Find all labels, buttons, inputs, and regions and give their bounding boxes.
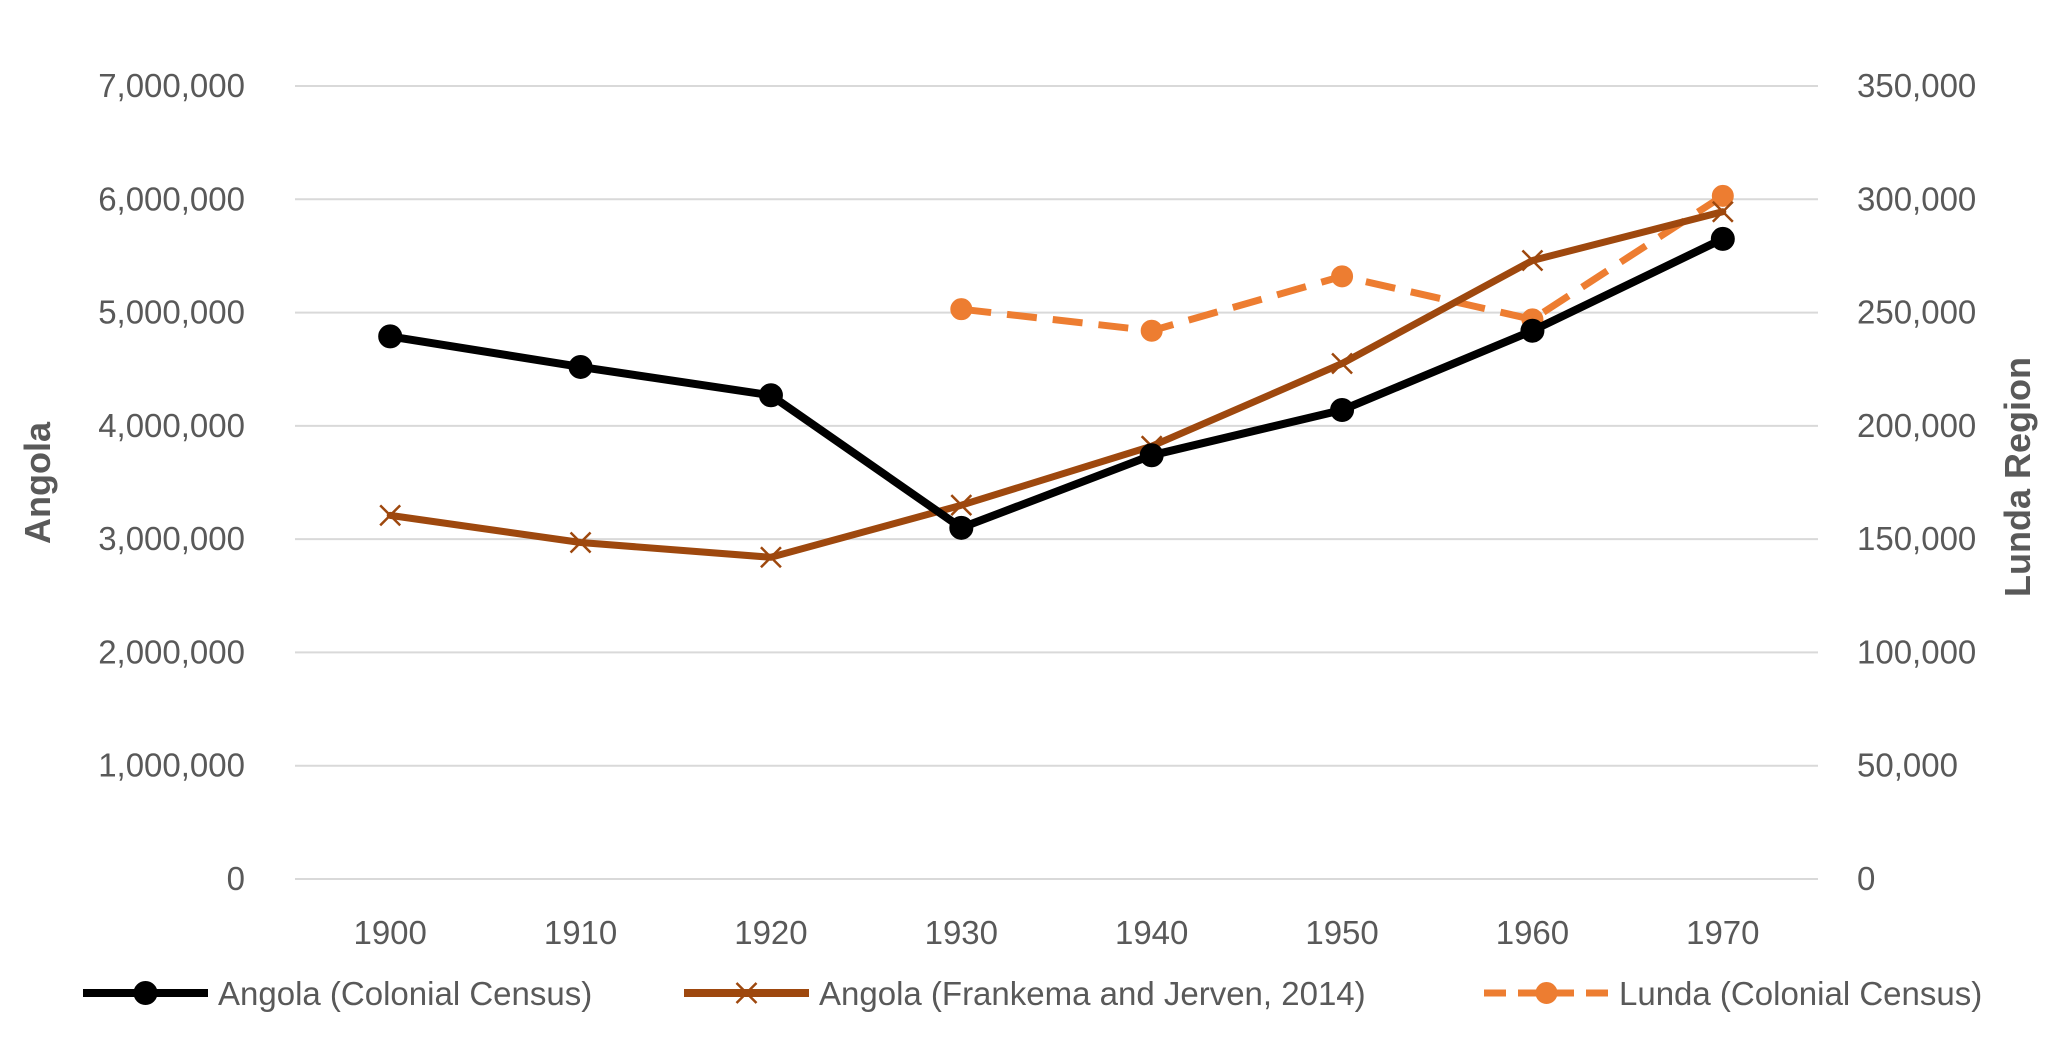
legend-item-angola-frankema-and-jerven-2014: Angola (Frankema and Jerven, 2014) bbox=[684, 975, 1366, 1012]
data-point bbox=[379, 504, 402, 527]
data-point bbox=[1710, 226, 1735, 251]
series-lunda-colonial-census bbox=[950, 184, 1734, 342]
series-line bbox=[386, 234, 1727, 532]
series-line bbox=[386, 208, 1727, 561]
left-tick-label: 5,000,000 bbox=[98, 294, 245, 331]
data-point bbox=[1331, 265, 1354, 288]
legend-item-lunda-colonial-census: Lunda (Colonial Census) bbox=[1484, 975, 1982, 1012]
series-angola-colonial-census bbox=[378, 226, 1735, 540]
x-tick-label: 1920 bbox=[734, 914, 807, 951]
x-axis-ticks: 1900 1910 1920 1930 1940 1950 1960 1970 bbox=[353, 914, 1759, 951]
left-tick-label: 4,000,000 bbox=[98, 407, 245, 444]
left-tick-label: 0 bbox=[227, 860, 245, 897]
data-point bbox=[1330, 397, 1355, 422]
right-axis-ticks: 0 50,000 100,000 150,000 200,000 250,000 300,0… bbox=[1857, 67, 1976, 897]
right-tick-label: 250,000 bbox=[1857, 294, 1976, 331]
left-tick-label: 2,000,000 bbox=[98, 633, 245, 670]
left-tick-label: 3,000,000 bbox=[98, 520, 245, 557]
right-tick-label: 300,000 bbox=[1857, 180, 1976, 217]
data-point bbox=[1711, 184, 1734, 207]
series-layer bbox=[378, 184, 1735, 569]
data-point bbox=[1331, 352, 1353, 375]
data-point bbox=[950, 298, 973, 321]
data-point bbox=[760, 546, 782, 569]
data-point bbox=[378, 324, 403, 349]
data-point bbox=[1520, 318, 1545, 343]
legend-label: Angola (Colonial Census) bbox=[218, 975, 592, 1012]
legend: Angola (Colonial Census) Angola (Frankema… bbox=[83, 975, 1982, 1012]
x-tick-label: 1970 bbox=[1686, 914, 1759, 951]
x-tick-label: 1930 bbox=[925, 914, 998, 951]
data-point bbox=[758, 383, 783, 408]
x-tick-label: 1910 bbox=[544, 914, 617, 951]
data-point bbox=[1139, 443, 1164, 468]
series-angola-frankema-and-jerven-2014 bbox=[379, 200, 1734, 569]
left-axis-ticks: 0 1,000,000 2,000,000 3,000,000 4,000,000 5,0… bbox=[98, 67, 245, 897]
right-axis-title: Lunda Region bbox=[1997, 357, 2038, 597]
left-tick-label: 1,000,000 bbox=[98, 747, 245, 784]
x-tick-label: 1940 bbox=[1115, 914, 1188, 951]
x-tick-label: 1960 bbox=[1496, 914, 1569, 951]
left-axis-title: Angola bbox=[17, 421, 58, 544]
left-tick-label: 6,000,000 bbox=[98, 180, 245, 217]
x-tick-label: 1900 bbox=[353, 914, 426, 951]
data-point bbox=[569, 531, 592, 554]
legend-label: Angola (Frankema and Jerven, 2014) bbox=[819, 975, 1366, 1012]
right-tick-label: 50,000 bbox=[1857, 747, 1958, 784]
data-point bbox=[1140, 319, 1163, 342]
right-tick-label: 200,000 bbox=[1857, 407, 1976, 444]
x-tick-label: 1950 bbox=[1305, 914, 1378, 951]
data-point bbox=[568, 354, 593, 379]
legend-label: Lunda (Colonial Census) bbox=[1619, 975, 1982, 1012]
left-tick-label: 7,000,000 bbox=[98, 67, 245, 104]
data-point bbox=[949, 515, 974, 540]
right-tick-label: 150,000 bbox=[1857, 520, 1976, 557]
right-tick-label: 0 bbox=[1857, 860, 1875, 897]
legend-marker bbox=[735, 982, 758, 1004]
right-tick-label: 350,000 bbox=[1857, 67, 1976, 104]
data-point bbox=[1521, 249, 1544, 272]
series-line bbox=[960, 192, 1725, 335]
data-point bbox=[950, 494, 973, 517]
legend-marker bbox=[133, 981, 158, 1005]
legend-marker bbox=[1535, 982, 1558, 1004]
legend-item-angola-colonial-census: Angola (Colonial Census) bbox=[83, 975, 592, 1012]
gridlines bbox=[295, 85, 1818, 880]
right-tick-label: 100,000 bbox=[1857, 633, 1976, 670]
data-point bbox=[1711, 200, 1734, 223]
